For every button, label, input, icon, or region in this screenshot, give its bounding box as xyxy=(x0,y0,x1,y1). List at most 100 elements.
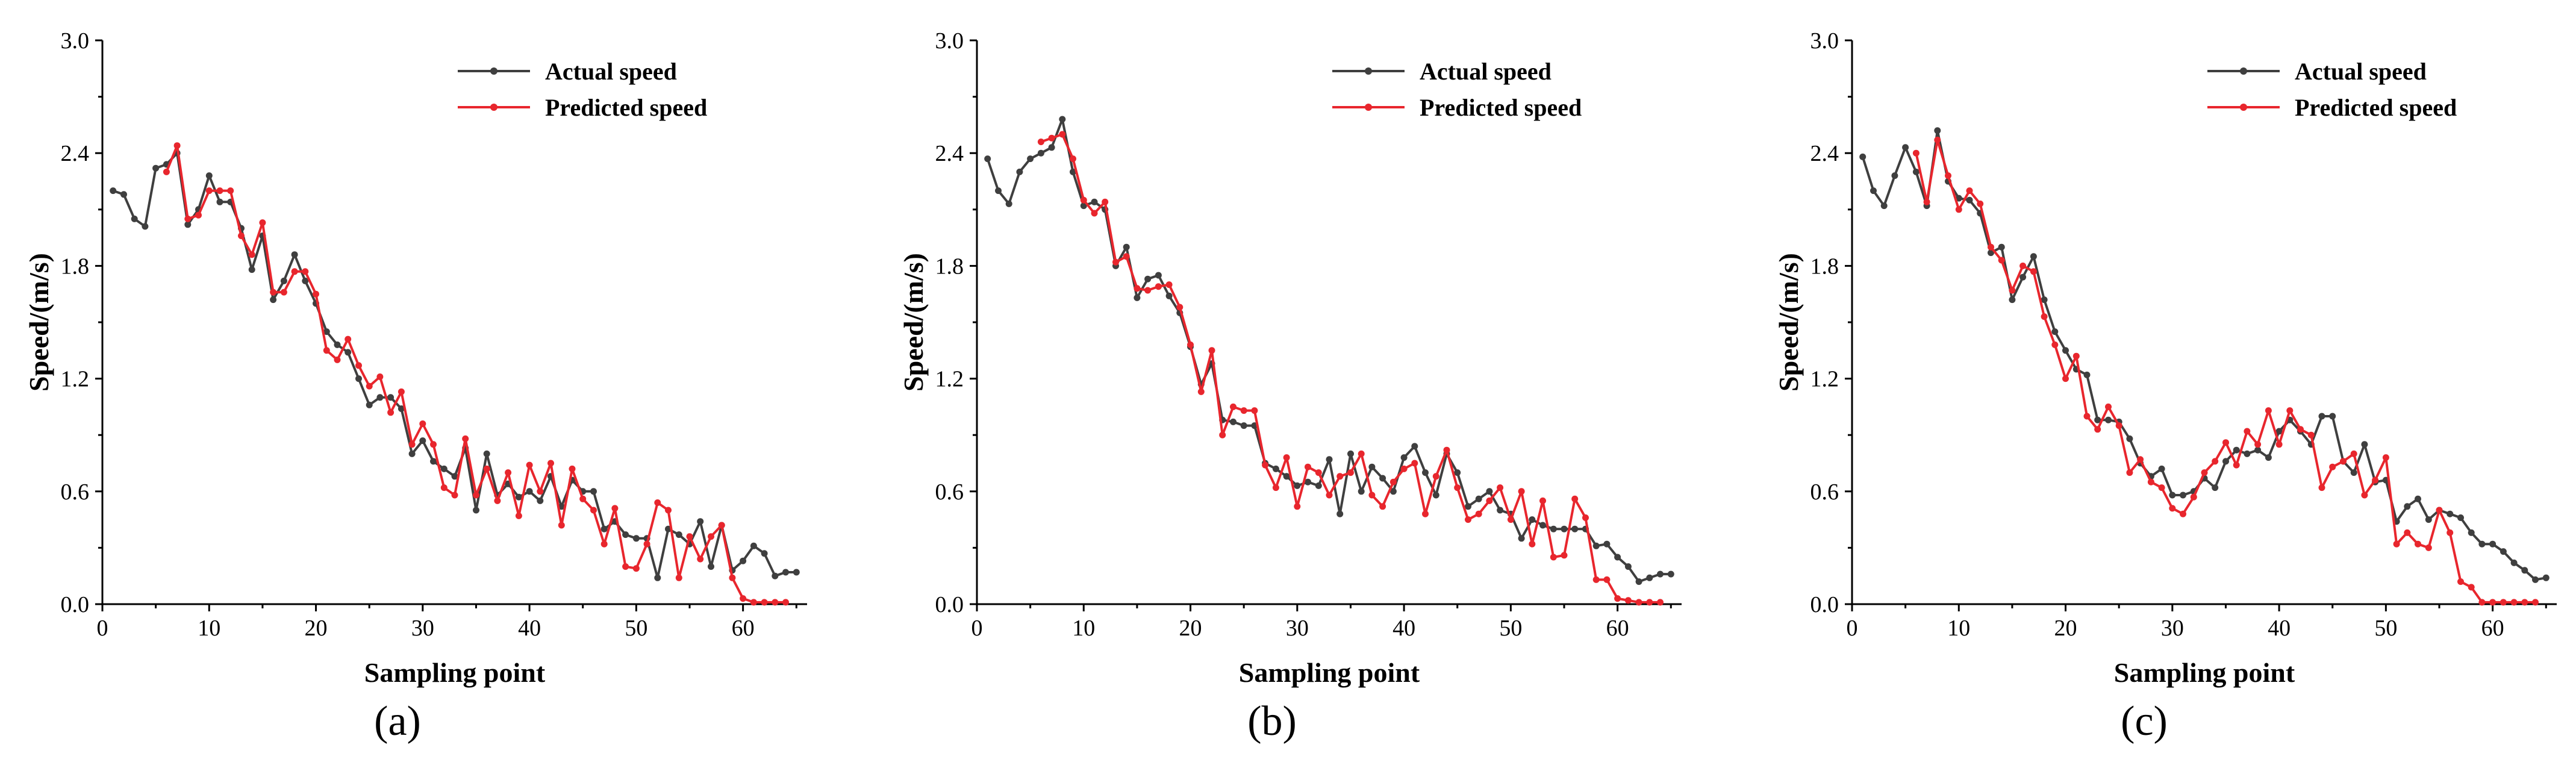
predicted-speed-point xyxy=(2158,484,2165,492)
predicted-speed-point xyxy=(408,441,416,448)
predicted-speed-point xyxy=(2350,450,2357,457)
actual-speed-point xyxy=(1123,243,1130,251)
predicted-speed-point xyxy=(313,290,319,298)
y-axis-title: Speed/(m/s) xyxy=(898,253,929,392)
actual-speed-legend-label: Actual speed xyxy=(1420,58,1552,85)
predicted-speed-point xyxy=(1454,484,1461,492)
actual-speed-point xyxy=(440,465,448,472)
predicted-speed-point xyxy=(611,505,619,512)
actual-speed-legend-marker xyxy=(490,67,497,75)
actual-speed-point xyxy=(1998,243,2005,251)
predicted-speed-point xyxy=(2041,313,2048,320)
actual-speed-point xyxy=(430,458,437,465)
actual-speed-point xyxy=(2500,548,2507,555)
actual-speed-point xyxy=(2030,253,2037,260)
predicted-speed-point xyxy=(558,522,565,529)
actual-speed-point xyxy=(1315,482,1322,489)
actual-speed-point xyxy=(483,450,490,457)
predicted-speed-series-c xyxy=(1912,136,2539,606)
actual-speed-point xyxy=(1422,469,1429,476)
predicted-speed-point xyxy=(1240,407,1247,414)
actual-speed-point xyxy=(2447,510,2454,517)
predicted-speed-point xyxy=(323,347,330,354)
predicted-speed-point xyxy=(2212,458,2219,465)
predicted-speed-point xyxy=(1432,473,1439,480)
predicted-speed-point xyxy=(2510,599,2518,606)
y-tick-label: 0.6 xyxy=(935,479,964,505)
predicted-speed-legend-marker xyxy=(490,104,497,111)
predicted-speed-point xyxy=(1624,597,1632,604)
actual-speed-point xyxy=(323,328,330,336)
predicted-speed-point xyxy=(2062,375,2069,382)
actual-speed-point xyxy=(1955,195,1962,202)
predicted-speed-point xyxy=(622,563,629,570)
predicted-speed-point xyxy=(2137,456,2144,463)
predicted-speed-point xyxy=(782,599,789,606)
predicted-speed-point xyxy=(579,495,587,502)
predicted-speed-point xyxy=(451,492,458,499)
x-axis-title: Sampling point xyxy=(1239,657,1420,688)
actual-speed-point xyxy=(1283,473,1290,480)
panel-label-b: (b) xyxy=(1247,698,1297,744)
actual-speed-point xyxy=(473,507,479,514)
predicted-speed-point xyxy=(2404,529,2411,536)
actual-speed-point xyxy=(1070,168,1076,175)
actual-speed-point xyxy=(984,155,991,163)
actual-speed-point xyxy=(280,277,287,284)
predicted-speed-point xyxy=(1123,253,1130,260)
x-tick-label: 30 xyxy=(411,616,434,641)
predicted-speed-point xyxy=(2500,599,2507,606)
predicted-speed-series-a xyxy=(163,142,789,606)
actual-speed-point xyxy=(1016,168,1023,175)
predicted-speed-point xyxy=(1592,576,1600,583)
actual-speed-point xyxy=(2532,576,2539,583)
predicted-speed-point xyxy=(173,142,181,149)
predicted-speed-point xyxy=(1326,492,1333,499)
predicted-speed-point xyxy=(462,435,469,442)
predicted-speed-point xyxy=(1539,497,1546,504)
actual-speed-point xyxy=(1561,525,1568,532)
actual-speed-point xyxy=(697,518,704,525)
actual-speed-point xyxy=(355,375,362,382)
predicted-speed-point xyxy=(494,497,501,504)
predicted-speed-point xyxy=(2275,441,2283,448)
actual-speed-point xyxy=(110,187,117,195)
actual-speed-point xyxy=(1603,540,1611,548)
actual-speed-point xyxy=(1902,144,1909,151)
predicted-speed-point xyxy=(1368,492,1376,499)
predicted-speed-point xyxy=(248,251,255,258)
predicted-speed-point xyxy=(708,533,714,540)
predicted-speed-point xyxy=(547,460,554,467)
actual-speed-legend-label: Actual speed xyxy=(545,58,677,85)
actual-speed-point xyxy=(1912,168,1920,175)
actual-speed-point xyxy=(750,542,757,549)
actual-speed-point xyxy=(1037,149,1044,157)
actual-speed-point xyxy=(590,488,597,495)
predicted-speed-point xyxy=(334,356,341,363)
actual-speed-point xyxy=(2062,347,2069,354)
actual-speed-point xyxy=(654,574,661,581)
predicted-speed-point xyxy=(2478,599,2486,606)
y-axis-title: Speed/(m/s) xyxy=(23,253,54,392)
predicted-speed-point xyxy=(366,382,373,390)
predicted-speed-point xyxy=(355,362,362,369)
predicted-speed-line xyxy=(1040,133,1661,604)
actual-speed-point xyxy=(1080,202,1087,210)
actual-speed-point xyxy=(205,172,213,179)
predicted-speed-point xyxy=(1945,172,1951,179)
predicted-speed-point xyxy=(1998,257,2005,264)
x-tick-label: 0 xyxy=(1847,616,1858,641)
actual-speed-point xyxy=(675,531,682,538)
x-axis-title: Sampling point xyxy=(2114,657,2295,688)
actual-speed-point xyxy=(1230,418,1237,425)
actual-speed-point xyxy=(334,341,341,348)
actual-speed-point xyxy=(1005,200,1012,207)
actual-speed-point xyxy=(1165,292,1173,299)
actual-speed-point xyxy=(345,349,352,356)
predicted-speed-point xyxy=(1037,139,1044,145)
panel-label-c: (c) xyxy=(2121,698,2168,744)
predicted-speed-point xyxy=(1283,454,1290,461)
predicted-speed-point xyxy=(643,540,650,548)
predicted-speed-point xyxy=(1966,187,1973,195)
